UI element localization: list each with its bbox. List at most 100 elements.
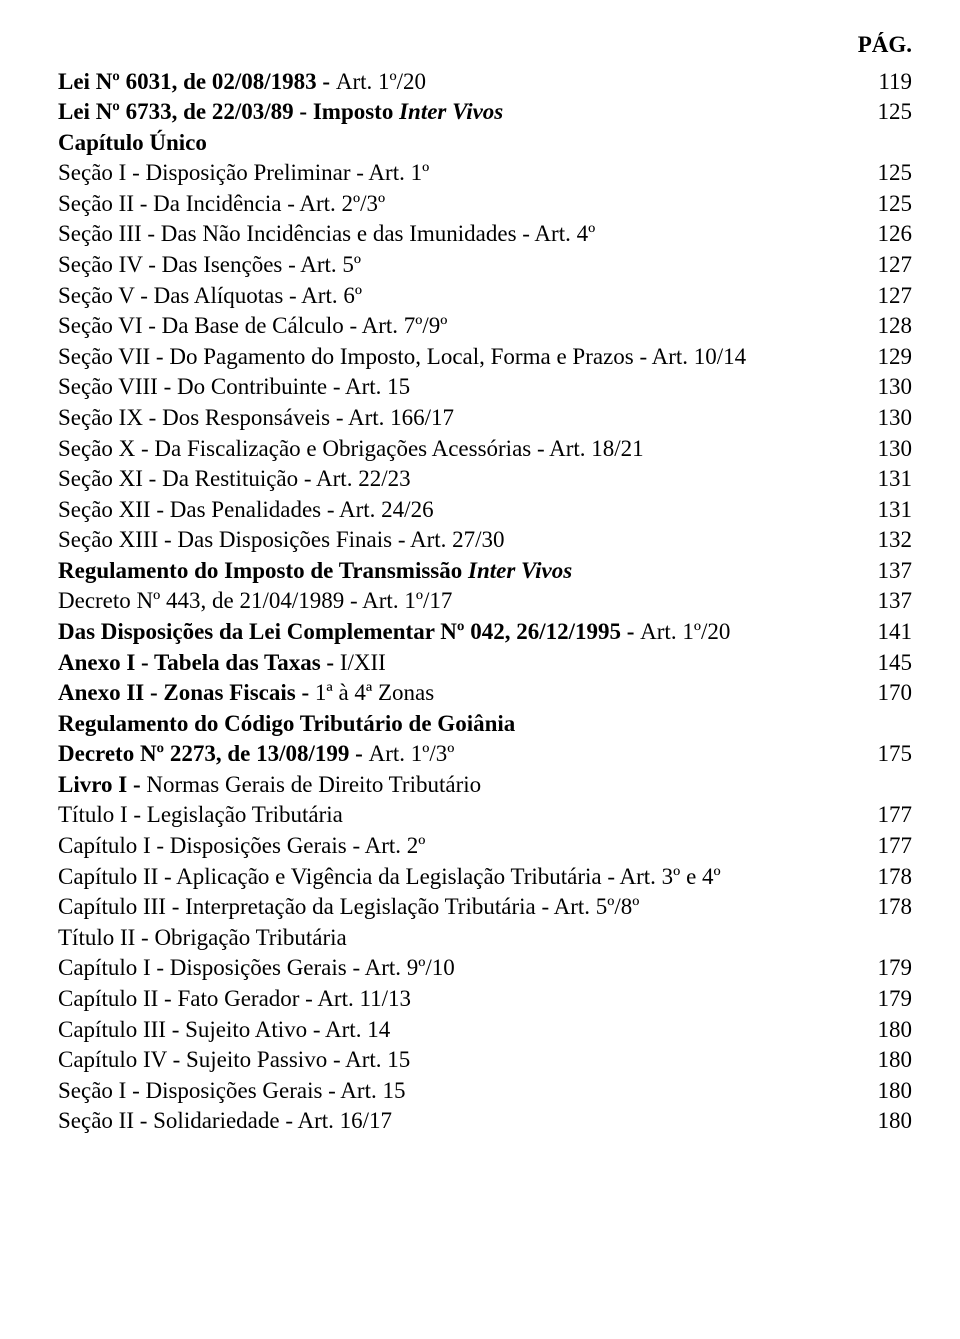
toc-label: Seção VII - Do Pagamento do Imposto, Loc… [58, 342, 746, 373]
toc-line: Lei Nº 6031, de 02/08/1983 - Art. 1º/201… [58, 67, 912, 98]
toc-page-number: 177 [878, 800, 913, 831]
toc-label: Seção III - Das Não Incidências e das Im… [58, 219, 595, 250]
toc-page-number: 178 [878, 892, 913, 923]
toc-line: Seção I - Disposições Gerais - Art. 1518… [58, 1076, 912, 1107]
toc-label: Título II - Obrigação Tributária [58, 925, 347, 950]
toc-page-number: 129 [878, 342, 913, 373]
toc-label-part: Inter Vivos [399, 99, 503, 124]
toc-line: Capítulo I - Disposições Gerais - Art. 9… [58, 953, 912, 984]
toc-page-number: 137 [878, 556, 913, 587]
toc-label: Seção II - Da Incidência - Art. 2º/3º [58, 189, 385, 220]
toc-page-number: 179 [878, 953, 913, 984]
toc-line: Título I - Legislação Tributária 177 [58, 800, 912, 831]
toc-label-part: Seção II - Da Incidência - Art. 2º/3º [58, 191, 385, 216]
toc-label-part: I/XII [340, 650, 386, 675]
toc-line: Capítulo III - Sujeito Ativo - Art. 14 18… [58, 1015, 912, 1046]
toc-line: Capítulo IV - Sujeito Passivo - Art. 151… [58, 1045, 912, 1076]
toc-line: Seção II - Da Incidência - Art. 2º/3º125 [58, 189, 912, 220]
toc-label-part: Seção III - Das Não Incidências e das Im… [58, 221, 595, 246]
toc-label: Seção I - Disposições Gerais - Art. 15 [58, 1076, 405, 1107]
toc-label-part: Normas Gerais de Direito Tributário [146, 772, 481, 797]
toc-page-number: 131 [878, 464, 913, 495]
toc-label-part: Seção XIII - Das Disposições Finais - Ar… [58, 527, 505, 552]
toc-line: Seção IV - Das Isenções - Art. 5º127 [58, 250, 912, 281]
toc-label: Seção IX - Dos Responsáveis - Art. 166/1… [58, 403, 454, 434]
toc-label: Decreto Nº 2273, de 13/08/199 - Art. 1º/… [58, 739, 454, 770]
toc-label-part: Seção X - Da Fiscalização e Obrigações A… [58, 436, 644, 461]
toc-label-part: Seção V - Das Alíquotas - Art. 6º [58, 283, 362, 308]
toc-label-part: Título I - Legislação Tributária [58, 802, 343, 827]
toc-page-number: 170 [878, 678, 913, 709]
toc-line: Seção VIII - Do Contribuinte - Art. 1513… [58, 372, 912, 403]
toc-line: Seção II - Solidariedade - Art. 16/17180 [58, 1106, 912, 1137]
toc-line: Seção XIII - Das Disposições Finais - Ar… [58, 525, 912, 556]
toc-page-number: 119 [878, 67, 912, 98]
toc-container: Lei Nº 6031, de 02/08/1983 - Art. 1º/201… [58, 67, 912, 1137]
toc-line: Seção I - Disposição Preliminar - Art. 1… [58, 158, 912, 189]
toc-label-part: 1ª à 4ª Zonas [315, 680, 434, 705]
toc-page-number: 180 [878, 1045, 913, 1076]
toc-label-part: Seção I - Disposições Gerais - Art. 15 [58, 1078, 405, 1103]
toc-label: Capítulo Único [58, 130, 207, 155]
toc-line: Título II - Obrigação Tributária [58, 923, 912, 954]
toc-label-part: Capítulo Único [58, 130, 207, 155]
toc-label: Seção X - Da Fiscalização e Obrigações A… [58, 434, 644, 465]
toc-label: Seção XIII - Das Disposições Finais - Ar… [58, 525, 505, 556]
toc-page-number: 180 [878, 1015, 913, 1046]
toc-line: Decreto Nº 2273, de 13/08/199 - Art. 1º/… [58, 739, 912, 770]
toc-label: Seção XI - Da Restituição - Art. 22/23 [58, 464, 411, 495]
toc-label: Capítulo III - Interpretação da Legislaç… [58, 892, 639, 923]
toc-label: Capítulo I - Disposições Gerais - Art. 2… [58, 831, 425, 862]
toc-label-part: Art. 1º/20 [336, 69, 426, 94]
toc-line: Seção III - Das Não Incidências e das Im… [58, 219, 912, 250]
toc-label-part: Art. 1º/20 [640, 619, 730, 644]
toc-label-part: Seção VIII - Do Contribuinte - Art. 15 [58, 374, 410, 399]
toc-page-number: 131 [878, 495, 913, 526]
toc-line: Livro I - Normas Gerais de Direito Tribu… [58, 770, 912, 801]
toc-page-number: 128 [878, 311, 913, 342]
toc-line: Capítulo III - Interpretação da Legislaç… [58, 892, 912, 923]
toc-label-part: Capítulo II - Aplicação e Vigência da Le… [58, 864, 721, 889]
toc-line: Anexo II - Zonas Fiscais - 1ª à 4ª Zonas… [58, 678, 912, 709]
toc-line: Capítulo II - Fato Gerador - Art. 11/131… [58, 984, 912, 1015]
toc-label: Seção II - Solidariedade - Art. 16/17 [58, 1106, 392, 1137]
toc-label-part: Anexo I - Tabela das Taxas - [58, 650, 340, 675]
toc-page-number: 126 [878, 219, 913, 250]
toc-line: Seção VI - Da Base de Cálculo - Art. 7º/… [58, 311, 912, 342]
toc-label-part: Capítulo I - Disposições Gerais - Art. 9… [58, 955, 455, 980]
toc-line: Capítulo I - Disposições Gerais - Art. 2… [58, 831, 912, 862]
toc-label-part: Seção XII - Das Penalidades - Art. 24/26 [58, 497, 434, 522]
toc-label-part: Decreto Nº 2273, de 13/08/199 - [58, 741, 369, 766]
toc-label-part: Capítulo III - Interpretação da Legislaç… [58, 894, 639, 919]
toc-page-number: 178 [878, 862, 913, 893]
toc-label-part: Seção XI - Da Restituição - Art. 22/23 [58, 466, 411, 491]
toc-label: Seção VI - Da Base de Cálculo - Art. 7º/… [58, 311, 447, 342]
page-header: PÁG. [58, 30, 912, 61]
toc-label: Seção XII - Das Penalidades - Art. 24/26 [58, 495, 434, 526]
toc-label: Livro I - Normas Gerais de Direito Tribu… [58, 772, 481, 797]
toc-page-number: 179 [878, 984, 913, 1015]
toc-label: Decreto Nº 443, de 21/04/1989 - Art. 1º/… [58, 586, 452, 617]
toc-line: Capítulo II - Aplicação e Vigência da Le… [58, 862, 912, 893]
toc-label: Lei Nº 6733, de 22/03/89 - Imposto Inter… [58, 97, 503, 128]
toc-page-number: 130 [878, 403, 913, 434]
toc-label-part: Das Disposições da Lei Complementar Nº 0… [58, 619, 640, 644]
toc-label-part: Decreto Nº 443, de 21/04/1989 - Art. 1º/… [58, 588, 452, 613]
toc-page-number: 145 [878, 648, 913, 679]
toc-page-number: 130 [878, 434, 913, 465]
toc-label-part: Regulamento do Imposto de Transmissão [58, 558, 468, 583]
toc-page-number: 127 [878, 250, 913, 281]
toc-label: Regulamento do Código Tributário de Goiâ… [58, 711, 515, 736]
toc-label-part: Capítulo III - Sujeito Ativo - Art. 14 [58, 1017, 390, 1042]
toc-label-part: Art. 1º/3º [369, 741, 455, 766]
toc-page-number: 125 [878, 158, 913, 189]
toc-line: Decreto Nº 443, de 21/04/1989 - Art. 1º/… [58, 586, 912, 617]
toc-page-number: 132 [878, 525, 913, 556]
toc-label-part: Seção VII - Do Pagamento do Imposto, Loc… [58, 344, 746, 369]
toc-line: Capítulo Único [58, 128, 912, 159]
toc-label: Regulamento do Imposto de Transmissão In… [58, 556, 572, 587]
toc-label: Seção V - Das Alíquotas - Art. 6º [58, 281, 362, 312]
toc-label-part: Seção VI - Da Base de Cálculo - Art. 7º/… [58, 313, 447, 338]
toc-line: Lei Nº 6733, de 22/03/89 - Imposto Inter… [58, 97, 912, 128]
toc-label-part: Regulamento do Código Tributário de Goiâ… [58, 711, 515, 736]
